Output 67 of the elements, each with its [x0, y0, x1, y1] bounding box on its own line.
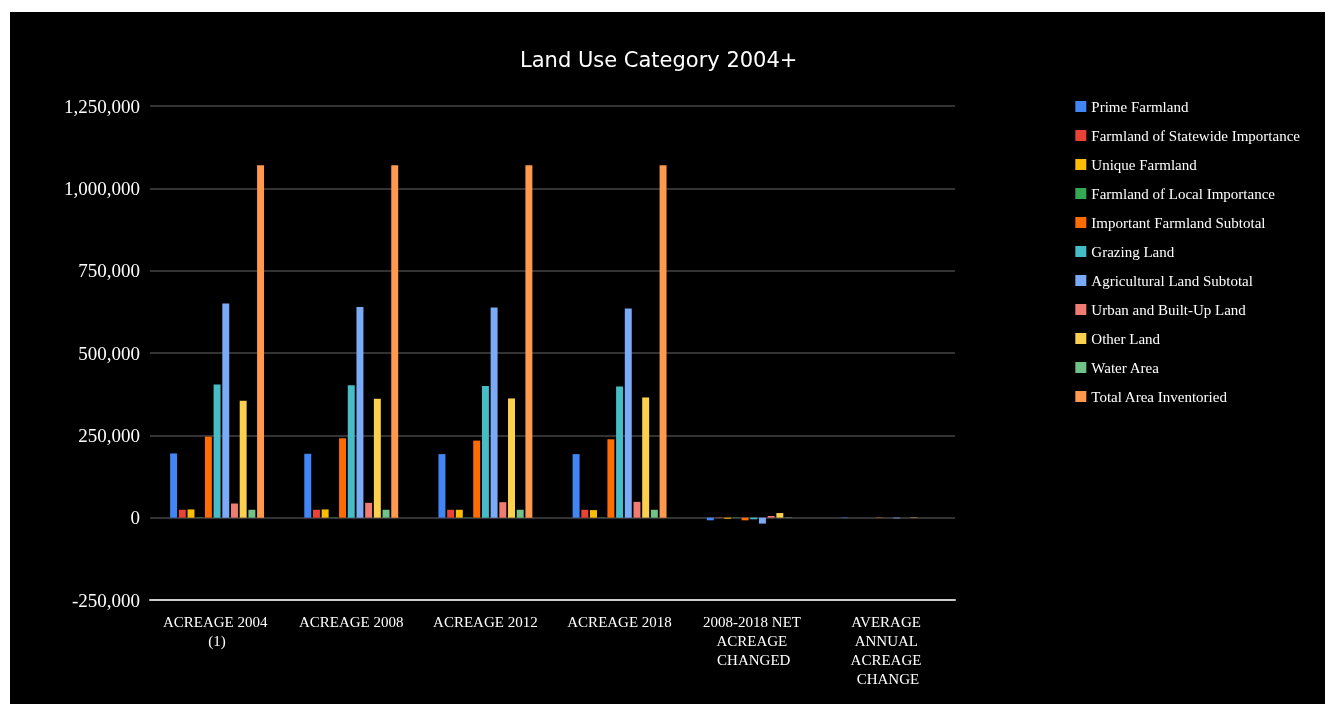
- bar: [304, 453, 312, 518]
- bar: [356, 306, 364, 518]
- x-tick-label: ACREAGE 2008: [298, 613, 404, 630]
- legend-label: Important Farmland Subtotal: [1091, 214, 1266, 231]
- legend-label: Grazing Land: [1091, 243, 1175, 260]
- legend-label: Water Area: [1091, 359, 1160, 376]
- bar: [438, 454, 446, 518]
- bar: [447, 509, 455, 518]
- bar: [659, 165, 667, 518]
- bar: [239, 400, 247, 518]
- bar: [581, 509, 589, 518]
- legend-label: Urban and Built-Up Land: [1091, 301, 1247, 318]
- bar: [525, 165, 533, 518]
- y-tick-label: -250,000: [71, 589, 140, 611]
- chart-title: Land Use Category 2004+: [520, 47, 798, 72]
- y-tick-label: 1,000,000: [64, 177, 140, 199]
- bar: [321, 509, 329, 518]
- y-tick-label: 1,250,000: [64, 95, 140, 117]
- bar: [339, 438, 347, 518]
- legend-label: Prime Farmland: [1091, 98, 1189, 115]
- bar: [231, 503, 238, 518]
- x-tick-label: ACREAGE 2004 (1): [162, 613, 272, 650]
- bar: [758, 517, 766, 524]
- legend-label: Total Area Inventoried: [1091, 388, 1228, 405]
- y-tick-label: 250,000: [78, 424, 140, 446]
- bar: [642, 397, 650, 518]
- bar: [187, 509, 195, 518]
- legend-label: Farmland of Local Importance: [1091, 185, 1276, 202]
- bar: [776, 513, 784, 518]
- bar: [347, 385, 355, 518]
- bar: [222, 303, 230, 518]
- bar: [590, 510, 597, 518]
- bar: [650, 509, 658, 518]
- legend-label: Farmland of Statewide Importance: [1091, 127, 1301, 144]
- bar: [170, 453, 178, 518]
- bar: [312, 509, 320, 518]
- x-tick-label: AVERAGE ANNUAL ACREAGE CHANGE: [850, 613, 926, 687]
- bar: [499, 502, 507, 518]
- bar: [473, 440, 481, 518]
- bar: [633, 501, 641, 518]
- legend-label: Unique Farmland: [1091, 156, 1198, 173]
- bar: [607, 439, 615, 518]
- x-tick-label: 2008-2018 NET ACREAGE CHANGED: [703, 613, 805, 668]
- bar: [178, 509, 186, 518]
- bar: [213, 384, 221, 518]
- legend-label: Other Land: [1091, 330, 1161, 347]
- bar: [508, 398, 515, 518]
- y-tick-label: 0: [130, 507, 140, 529]
- bar: [257, 165, 265, 518]
- y-tick-label: 500,000: [78, 342, 140, 364]
- bar: [481, 385, 489, 518]
- legend-label: Agricultural Land Subtotal: [1091, 272, 1253, 289]
- bar: [365, 502, 373, 518]
- bar: [490, 307, 498, 518]
- bar: [516, 509, 524, 518]
- bar: [616, 386, 624, 518]
- bar: [248, 509, 256, 518]
- bar: [204, 436, 212, 518]
- bar: [382, 509, 390, 518]
- bar: [455, 509, 463, 518]
- x-tick-label: ACREAGE 2012: [433, 613, 538, 630]
- bar: [624, 308, 632, 518]
- bar: [572, 454, 580, 518]
- x-tick-label: ACREAGE 2018: [567, 613, 672, 630]
- y-tick-label: 750,000: [78, 260, 140, 282]
- bar: [391, 165, 399, 518]
- bar: [373, 398, 381, 518]
